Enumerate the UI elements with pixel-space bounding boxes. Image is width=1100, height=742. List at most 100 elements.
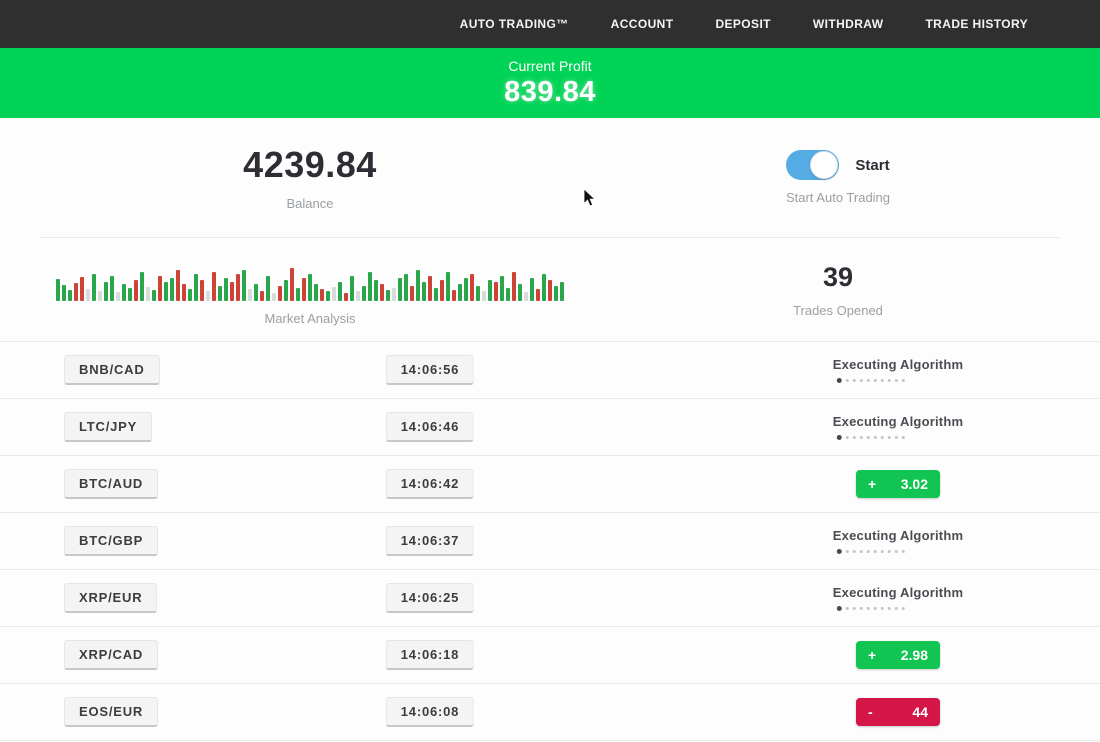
market-bar (254, 284, 258, 301)
top-navigation: AUTO TRADING™ ACCOUNT DEPOSIT WITHDRAW T… (0, 0, 1100, 48)
executing-algorithm-label: Executing Algorithm (832, 528, 964, 543)
result-value: 3.02 (900, 476, 928, 492)
table-row: BTC/GBP 14:06:37 Executing Algorithm (0, 513, 1100, 570)
toggle-knob (810, 151, 839, 179)
progress-dot (859, 436, 863, 439)
progress-dots (833, 606, 963, 611)
market-bar (152, 290, 156, 301)
progress-dot (859, 379, 863, 382)
market-bar (458, 284, 462, 301)
table-row: BTC/AUD 14:06:42 + 3.02 (0, 456, 1100, 513)
market-bar (518, 284, 522, 301)
market-bar (482, 291, 486, 301)
market-bar (440, 280, 444, 301)
market-bar (410, 286, 414, 301)
toggle-start-label: Start (855, 156, 890, 174)
progress-dot (836, 435, 842, 440)
pair-badge: BTC/AUD (64, 469, 159, 499)
market-bar (422, 282, 426, 301)
table-row: XRP/CAD 14:06:18 + 2.98 (0, 627, 1100, 684)
trade-result-badge: - 44 (856, 698, 940, 726)
status-executing: Executing Algorithm (833, 585, 963, 611)
market-bar (236, 274, 240, 301)
market-bar (278, 286, 282, 301)
progress-dot (894, 607, 898, 610)
market-bar (530, 278, 534, 301)
result-value: 44 (912, 704, 928, 720)
market-bar (224, 278, 228, 301)
market-bar (470, 274, 474, 301)
progress-dot (901, 436, 905, 439)
executing-algorithm-label: Executing Algorithm (832, 414, 964, 429)
balance-label: Balance (286, 196, 334, 211)
market-bar (404, 274, 408, 301)
status-executing: Executing Algorithm (833, 414, 963, 440)
time-badge: 14:06:08 (385, 697, 475, 727)
market-bar (332, 287, 336, 301)
market-bar (398, 278, 402, 301)
result-value: 2.98 (900, 647, 928, 663)
progress-dot (887, 607, 891, 610)
nav-item-deposit[interactable]: DEPOSIT (715, 17, 771, 31)
executing-algorithm-label: Executing Algorithm (832, 585, 964, 600)
market-bar (506, 288, 510, 301)
progress-dot (859, 607, 863, 610)
market-bar (80, 277, 84, 301)
pair-badge: XRP/EUR (64, 583, 158, 613)
market-bar (344, 293, 348, 301)
market-bar (524, 292, 528, 301)
market-analysis-label: Market Analysis (264, 311, 356, 326)
progress-dot (880, 436, 884, 439)
market-bar (176, 270, 180, 301)
nav-item-auto-trading[interactable]: AUTO TRADING™ (459, 17, 569, 31)
market-bar (92, 274, 96, 301)
market-bar (272, 293, 276, 301)
market-bar (200, 280, 204, 301)
market-bar (170, 278, 174, 301)
market-bar (182, 284, 186, 301)
market-bar (314, 284, 318, 301)
time-badge: 14:06:37 (385, 526, 475, 556)
market-bar (512, 272, 516, 301)
market-bar (368, 272, 372, 301)
market-bar (218, 286, 222, 301)
market-bar (134, 280, 138, 301)
progress-dot (901, 550, 905, 553)
market-bar (260, 291, 264, 301)
current-profit-value: 839.84 (504, 75, 596, 108)
progress-dot (901, 607, 905, 610)
market-bar (380, 284, 384, 301)
progress-dot (845, 607, 849, 610)
nav-item-trade-history[interactable]: TRADE HISTORY (925, 17, 1028, 31)
trades-opened-label: Trades Opened (793, 302, 883, 318)
market-bar (356, 291, 360, 301)
market-bar (242, 270, 246, 301)
market-bar (230, 282, 234, 301)
time-badge: 14:06:25 (385, 583, 475, 613)
market-bar (392, 288, 396, 301)
market-bar (494, 282, 498, 301)
progress-dots (833, 435, 963, 440)
nav-item-withdraw[interactable]: WITHDRAW (812, 17, 884, 31)
progress-dot (887, 550, 891, 553)
table-row: BNB/CAD 14:06:56 Executing Algorithm (0, 342, 1100, 399)
market-bar (464, 278, 468, 301)
time-badge: 14:06:18 (385, 640, 475, 670)
market-bar (62, 285, 66, 301)
market-bar (374, 280, 378, 301)
table-row: EOS/EUR 14:06:08 - 44 (0, 684, 1100, 741)
market-bar (212, 272, 216, 301)
progress-dots (833, 378, 963, 383)
market-analysis-section: Market Analysis 39 Trades Opened (0, 238, 1100, 341)
progress-dot (866, 550, 870, 553)
time-badge: 14:06:42 (385, 469, 475, 499)
market-bar (68, 290, 72, 301)
market-bar (146, 287, 150, 301)
auto-trading-toggle[interactable] (786, 150, 840, 180)
progress-dot (852, 379, 856, 382)
balance-value: 4239.84 (243, 144, 377, 185)
nav-item-account[interactable]: ACCOUNT (610, 17, 674, 31)
market-bar (446, 272, 450, 301)
market-bar (452, 290, 456, 301)
market-bar (386, 290, 390, 301)
